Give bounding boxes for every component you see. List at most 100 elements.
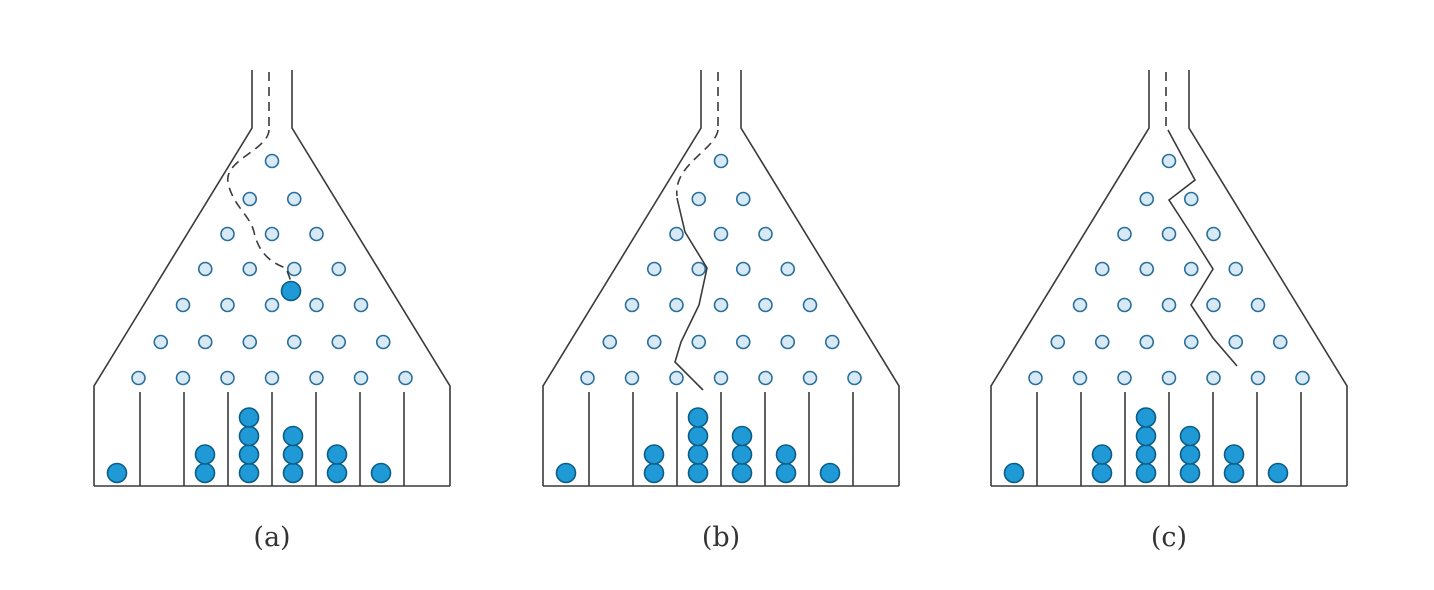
bin-ball <box>1091 462 1113 484</box>
panel-b <box>542 70 900 487</box>
peg <box>691 191 707 207</box>
peg <box>309 297 324 313</box>
peg <box>309 226 324 242</box>
peg <box>220 370 235 386</box>
funnel-right-wall <box>291 70 451 486</box>
peg <box>1228 261 1244 277</box>
peg <box>646 261 662 277</box>
caption-b: (b) <box>702 522 740 553</box>
peg <box>375 334 391 350</box>
peg <box>353 370 369 386</box>
bin-ball <box>731 444 753 465</box>
funnel-right-wall <box>740 70 900 486</box>
peg <box>624 370 640 386</box>
peg <box>1161 370 1177 386</box>
bin-ball <box>687 444 709 465</box>
peg <box>669 226 684 242</box>
peg <box>1206 226 1221 242</box>
bin-ball <box>687 425 709 447</box>
bin-ball <box>1179 444 1201 465</box>
peg <box>735 191 751 207</box>
peg <box>242 334 258 350</box>
caption-a: (a) <box>253 522 290 553</box>
peg <box>175 297 191 313</box>
peg <box>131 370 146 386</box>
funnel-left-wall <box>990 70 1150 486</box>
panel-a <box>93 70 451 487</box>
peg <box>580 370 595 386</box>
bin-ball <box>1135 407 1157 428</box>
peg <box>1139 261 1155 277</box>
peg <box>1072 297 1088 313</box>
peg <box>713 226 729 242</box>
peg <box>669 297 684 313</box>
peg <box>1206 370 1221 386</box>
peg <box>353 297 369 313</box>
peg <box>331 261 347 277</box>
bin-ball <box>238 462 260 484</box>
peg <box>780 261 796 277</box>
ball-trajectory <box>674 197 708 391</box>
bin-ball <box>731 425 753 447</box>
bin-ball <box>1267 462 1289 484</box>
peg <box>331 334 347 350</box>
bin-ball <box>326 444 348 465</box>
peg <box>1094 261 1110 277</box>
bin-ball <box>238 425 260 447</box>
peg <box>1183 191 1199 207</box>
peg <box>286 334 302 350</box>
ball-trajectory <box>1167 129 1238 367</box>
peg <box>1272 334 1288 350</box>
bin-ball <box>1003 462 1025 484</box>
bin-ball <box>326 462 348 484</box>
bin-ball <box>643 444 665 465</box>
peg <box>1117 297 1132 313</box>
bin-ball <box>1223 444 1245 465</box>
peg <box>1250 297 1266 313</box>
peg <box>1139 334 1155 350</box>
peg <box>1206 297 1221 313</box>
caption-c: (c) <box>1151 522 1187 553</box>
peg <box>1228 334 1244 350</box>
peg <box>646 334 662 350</box>
peg <box>1161 297 1177 313</box>
bin-ball <box>687 407 709 428</box>
peg <box>242 261 258 277</box>
peg <box>1250 370 1266 386</box>
peg <box>713 153 729 169</box>
peg <box>824 334 840 350</box>
peg <box>264 153 280 169</box>
bin-ball <box>1135 444 1157 465</box>
ball-trajectory <box>227 129 293 285</box>
peg <box>398 370 413 386</box>
peg <box>264 297 280 313</box>
peg <box>220 226 235 242</box>
peg <box>264 370 280 386</box>
peg <box>1117 226 1132 242</box>
ball-trajectory-previous <box>676 129 719 197</box>
funnel-left-wall <box>93 70 253 486</box>
bin-ball <box>555 462 577 484</box>
bin-ball <box>238 407 260 428</box>
peg <box>847 370 862 386</box>
peg <box>286 261 302 277</box>
bin-ball <box>1135 425 1157 447</box>
bin-ball <box>282 444 304 465</box>
panel-c <box>990 70 1348 487</box>
peg <box>735 334 751 350</box>
peg <box>1161 153 1177 169</box>
peg <box>802 370 818 386</box>
peg <box>758 370 773 386</box>
peg <box>713 297 729 313</box>
bin-ball <box>194 462 216 484</box>
peg <box>669 370 684 386</box>
peg <box>197 334 213 350</box>
bin-ball <box>106 462 128 484</box>
peg <box>1183 334 1199 350</box>
bin-ball <box>238 444 260 465</box>
peg <box>1139 191 1155 207</box>
peg <box>691 334 707 350</box>
peg <box>780 334 796 350</box>
